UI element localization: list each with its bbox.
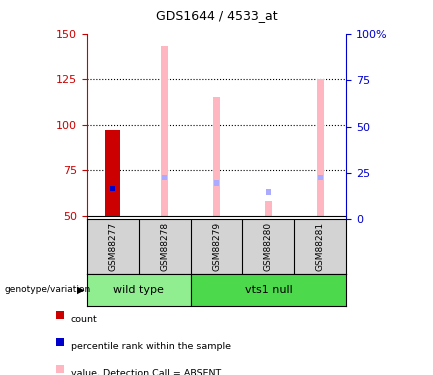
Text: percentile rank within the sample: percentile rank within the sample <box>71 342 231 351</box>
Bar <box>191 274 346 306</box>
Bar <box>161 46 168 216</box>
Text: GSM88281: GSM88281 <box>316 222 325 271</box>
Text: GSM88277: GSM88277 <box>108 222 117 271</box>
Bar <box>317 79 324 216</box>
Text: GSM88280: GSM88280 <box>264 222 273 271</box>
Text: genotype/variation: genotype/variation <box>4 285 90 294</box>
Text: GSM88278: GSM88278 <box>160 222 169 271</box>
Bar <box>110 186 115 191</box>
Bar <box>318 175 323 180</box>
Bar <box>266 189 271 195</box>
Text: GDS1644 / 4533_at: GDS1644 / 4533_at <box>156 9 277 22</box>
Text: ▶: ▶ <box>77 285 84 295</box>
Bar <box>87 274 191 306</box>
Text: GSM88279: GSM88279 <box>212 222 221 271</box>
Text: value, Detection Call = ABSENT: value, Detection Call = ABSENT <box>71 369 221 375</box>
Text: wild type: wild type <box>113 285 164 295</box>
Bar <box>162 175 167 180</box>
Text: count: count <box>71 315 97 324</box>
Bar <box>213 98 220 216</box>
Text: vts1 null: vts1 null <box>245 285 292 295</box>
Bar <box>265 201 272 216</box>
Bar <box>105 130 120 216</box>
Bar <box>214 180 219 186</box>
